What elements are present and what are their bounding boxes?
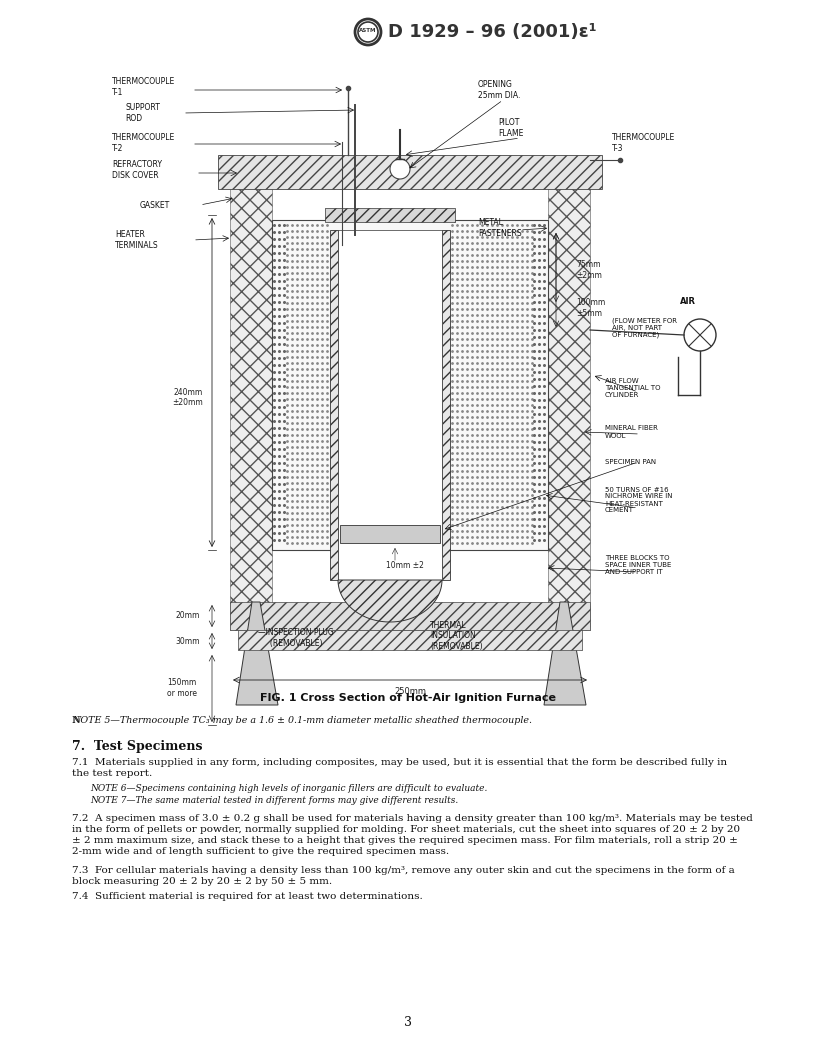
- Text: 100mm
±5mm: 100mm ±5mm: [576, 298, 605, 318]
- Text: (FLOW METER FOR
AIR, NOT PART
OF FURNACE): (FLOW METER FOR AIR, NOT PART OF FURNACE…: [612, 318, 677, 339]
- Circle shape: [684, 319, 716, 351]
- Bar: [218, 155, 602, 189]
- Text: NOTE 6—Specimens containing high levels of inorganic fillers are difficult to ev: NOTE 6—Specimens containing high levels …: [90, 784, 487, 793]
- Text: THERMOCOUPLE
T-3: THERMOCOUPLE T-3: [612, 133, 676, 153]
- Text: PILOT
FLAME: PILOT FLAME: [498, 118, 523, 137]
- Text: 240mm
±20mm: 240mm ±20mm: [173, 388, 203, 408]
- Text: N: N: [72, 716, 80, 725]
- Polygon shape: [544, 602, 586, 705]
- Bar: [330, 230, 338, 580]
- Text: THREE BLOCKS TO
SPACE INNER TUBE
AND SUPPORT IT: THREE BLOCKS TO SPACE INNER TUBE AND SUP…: [605, 555, 672, 576]
- Text: 7.3  For cellular materials having a density less than 100 kg/m³, remove any out: 7.3 For cellular materials having a dens…: [72, 866, 734, 886]
- Polygon shape: [236, 602, 278, 705]
- Text: 3: 3: [404, 1016, 412, 1029]
- Text: METAL
FASTENERS: METAL FASTENERS: [478, 219, 521, 238]
- Text: GASKET: GASKET: [140, 201, 171, 209]
- Text: AIR FLOW
TANGENTIAL TO
CYLINDER: AIR FLOW TANGENTIAL TO CYLINDER: [605, 378, 660, 398]
- Text: 20mm: 20mm: [175, 611, 200, 621]
- Bar: [325, 208, 455, 222]
- Bar: [238, 630, 582, 650]
- Bar: [230, 185, 272, 630]
- Text: SPECIMEN PAN: SPECIMEN PAN: [605, 459, 656, 465]
- Text: AIR: AIR: [680, 298, 696, 306]
- Bar: [272, 220, 548, 550]
- Text: REFRACTORY
DISK COVER: REFRACTORY DISK COVER: [112, 161, 162, 180]
- Text: NOTE 5—Thermocouple TC₃ may be a 1.6 ± 0.1-mm diameter metallic sheathed thermoc: NOTE 5—Thermocouple TC₃ may be a 1.6 ± 0…: [72, 716, 532, 725]
- Text: FIG. 1 Cross Section of Hot-Air Ignition Furnace: FIG. 1 Cross Section of Hot-Air Ignition…: [260, 693, 556, 703]
- Text: 150mm
or more: 150mm or more: [167, 678, 197, 698]
- Text: THERMOCOUPLE
T-2: THERMOCOUPLE T-2: [112, 133, 175, 153]
- Bar: [230, 602, 590, 630]
- Text: 75mm
±2mm: 75mm ±2mm: [576, 260, 602, 280]
- Text: 7.1  Materials supplied in any form, including composites, may be used, but it i: 7.1 Materials supplied in any form, incl…: [72, 758, 727, 778]
- Text: 30mm: 30mm: [175, 637, 200, 645]
- Polygon shape: [338, 580, 442, 622]
- Text: NOTE 7—The same material tested in different forms may give different results.: NOTE 7—The same material tested in diffe…: [90, 796, 459, 805]
- Bar: [340, 525, 440, 543]
- Bar: [338, 230, 442, 580]
- Text: D 1929 – 96 (2001)ε¹: D 1929 – 96 (2001)ε¹: [388, 23, 596, 41]
- Text: 7.4  Sufficient material is required for at least two determinations.: 7.4 Sufficient material is required for …: [72, 892, 423, 901]
- Text: SUPPORT
ROD: SUPPORT ROD: [125, 103, 160, 122]
- Text: 7.2  A specimen mass of 3.0 ± 0.2 g shall be used for materials having a density: 7.2 A specimen mass of 3.0 ± 0.2 g shall…: [72, 814, 753, 856]
- Bar: [548, 185, 590, 630]
- Text: HEATER
TERMINALS: HEATER TERMINALS: [115, 230, 158, 249]
- Text: 50 TURNS OF #16
NICHROME WIRE IN
HEAT-RESISTANT
CEMENT: 50 TURNS OF #16 NICHROME WIRE IN HEAT-RE…: [605, 487, 672, 513]
- Text: THERMAL
INSULATION
(REMOVABLE): THERMAL INSULATION (REMOVABLE): [430, 621, 482, 650]
- Text: 10mm ±2: 10mm ±2: [386, 561, 424, 569]
- Text: 250mm: 250mm: [394, 687, 426, 697]
- Text: OPENING
25mm DIA.: OPENING 25mm DIA.: [478, 80, 521, 99]
- Text: THERMOCOUPLE
T-1: THERMOCOUPLE T-1: [112, 77, 175, 97]
- Text: 7.  Test Specimens: 7. Test Specimens: [72, 740, 202, 753]
- Text: ASTM: ASTM: [359, 27, 377, 33]
- Text: MINERAL FIBER
WOOL: MINERAL FIBER WOOL: [605, 426, 658, 438]
- Text: —INSPECTION PLUG
     (REMOVABLE): —INSPECTION PLUG (REMOVABLE): [258, 628, 334, 647]
- Circle shape: [390, 159, 410, 180]
- Bar: [442, 230, 450, 580]
